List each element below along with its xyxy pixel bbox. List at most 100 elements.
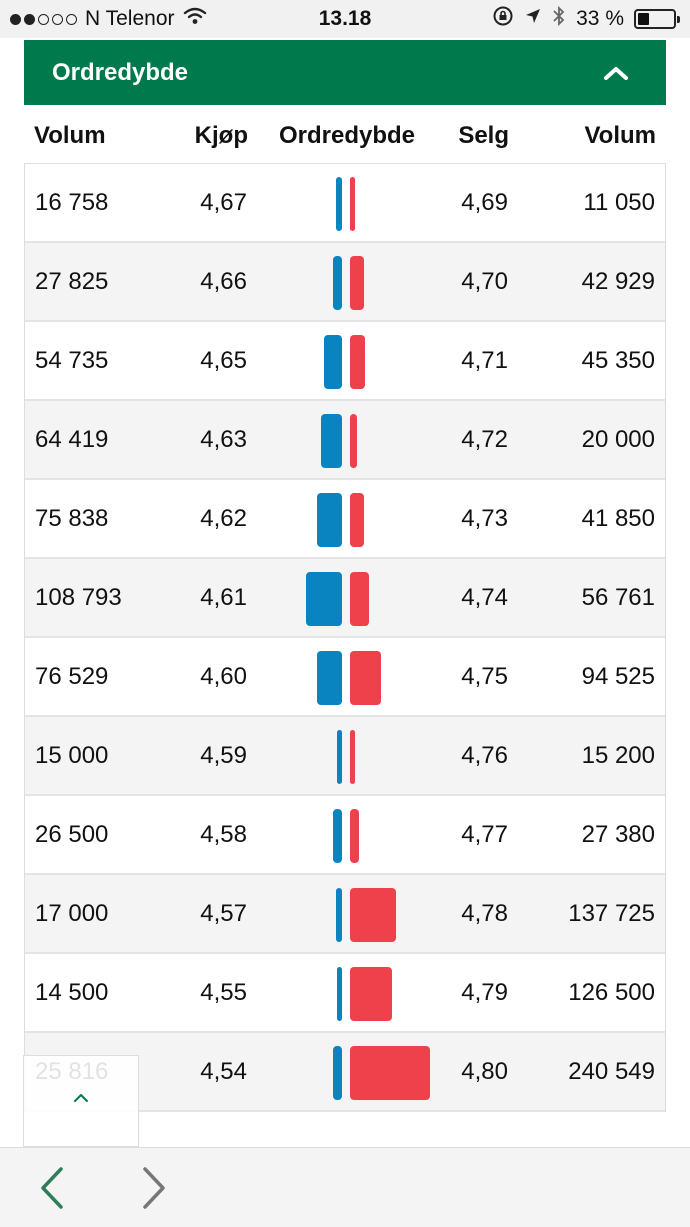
browser-toolbar: [0, 1147, 690, 1227]
ask-price-cell: 4,69: [461, 189, 508, 216]
header-sell-volume: Volum: [584, 122, 656, 149]
header-buy-volume: Volum: [34, 122, 106, 149]
buy-depth-bar: [333, 1046, 342, 1100]
buy-depth-bar: [321, 414, 342, 468]
ask-price-cell: 4,74: [461, 584, 508, 611]
sell-volume-cell: 42 929: [581, 268, 655, 295]
battery-tip: [677, 16, 680, 23]
buy-volume-cell: 108 793: [35, 584, 122, 611]
bid-price-cell: 4,54: [200, 1058, 247, 1085]
bid-price-cell: 4,59: [200, 742, 247, 769]
ask-price-cell: 4,80: [461, 1058, 508, 1085]
buy-volume-cell: 76 529: [35, 663, 109, 690]
bid-price-cell: 4,63: [200, 426, 247, 453]
buy-volume-cell: 17 000: [35, 900, 109, 927]
back-button[interactable]: [30, 1166, 74, 1210]
orderbook-row: 64 419 4,63 4,72 20 000: [25, 401, 665, 480]
orderbook-row: 17 000 4,57 4,78 137 725: [25, 875, 665, 954]
sell-volume-cell: 20 000: [581, 426, 655, 453]
signal-strength-icon: [10, 13, 77, 25]
buy-depth-bar: [324, 335, 342, 389]
header-ask: Selg: [458, 122, 509, 149]
ask-price-cell: 4,77: [461, 821, 508, 848]
sell-volume-cell: 45 350: [581, 347, 655, 374]
sell-volume-cell: 137 725: [568, 900, 655, 927]
bid-price-cell: 4,65: [200, 347, 247, 374]
signal-dot: [10, 13, 21, 25]
bid-price-cell: 4,57: [200, 900, 247, 927]
sell-depth-bar: [350, 414, 357, 468]
bid-price-cell: 4,66: [200, 268, 247, 295]
sell-depth-bar: [350, 335, 365, 389]
orderbook-table: 16 758 4,67 4,69 11 050 27 825 4,66 4,70 42 929…: [24, 163, 666, 1112]
location-icon: [524, 7, 542, 31]
sell-volume-cell: 56 761: [581, 584, 655, 611]
signal-dot: [52, 13, 63, 25]
status-bar: N Telenor 13.18 33 %: [0, 0, 690, 38]
orderbook-panel-header[interactable]: Ordredybde: [24, 40, 666, 105]
scroll-to-top-button[interactable]: [23, 1055, 139, 1147]
orderbook-row: 15 000 4,59 4,76 15 200: [25, 717, 665, 796]
sell-depth-bar: [350, 967, 392, 1021]
panel-title: Ordredybde: [52, 58, 189, 86]
buy-depth-bar: [306, 572, 342, 626]
bid-price-cell: 4,67: [200, 189, 247, 216]
ask-price-cell: 4,75: [461, 663, 508, 690]
buy-volume-cell: 54 735: [35, 347, 109, 374]
chevron-up-icon: [74, 1094, 88, 1102]
bid-price-cell: 4,55: [200, 979, 247, 1006]
orderbook-row: 76 529 4,60 4,75 94 525: [25, 638, 665, 717]
sell-volume-cell: 41 850: [581, 505, 655, 532]
buy-volume-cell: 14 500: [35, 979, 109, 1006]
orderbook-row: 108 793 4,61 4,74 56 761: [25, 559, 665, 638]
status-right: 33 %: [492, 0, 680, 38]
sell-depth-bar: [350, 572, 369, 626]
sell-volume-cell: 27 380: [581, 821, 655, 848]
battery-percent: 33 %: [576, 7, 624, 30]
bid-price-cell: 4,58: [200, 821, 247, 848]
sell-depth-bar: [350, 256, 364, 310]
carrier-name: N Telenor: [85, 7, 175, 30]
column-headers: Volum Kjøp Ordredybde Selg Volum: [24, 110, 666, 164]
sell-volume-cell: 11 050: [583, 189, 655, 216]
rotation-lock-icon: [492, 5, 514, 33]
orderbook-row: 54 735 4,65 4,71 45 350: [25, 322, 665, 401]
sell-volume-cell: 15 200: [581, 742, 655, 769]
battery-level: [638, 13, 649, 25]
buy-volume-cell: 16 758: [35, 189, 109, 216]
chevron-left-icon: [41, 1167, 63, 1209]
wifi-icon: [183, 7, 207, 31]
signal-dot: [38, 13, 49, 25]
orderbook-row: 75 838 4,62 4,73 41 850: [25, 480, 665, 559]
collapse-button[interactable]: [596, 53, 636, 93]
buy-volume-cell: 27 825: [35, 268, 109, 295]
buy-depth-bar: [317, 493, 342, 547]
ask-price-cell: 4,71: [461, 347, 508, 374]
forward-button[interactable]: [132, 1166, 176, 1210]
bid-price-cell: 4,62: [200, 505, 247, 532]
sell-depth-bar: [350, 888, 396, 942]
buy-depth-bar: [333, 256, 342, 310]
buy-volume-cell: 15 000: [35, 742, 109, 769]
bid-price-cell: 4,60: [200, 663, 247, 690]
orderbook-row: 27 825 4,66 4,70 42 929: [25, 243, 665, 322]
orderbook-row: 14 500 4,55 4,79 126 500: [25, 954, 665, 1033]
battery-icon: [634, 9, 680, 29]
chevron-right-icon: [143, 1167, 165, 1209]
buy-volume-cell: 26 500: [35, 821, 109, 848]
sell-depth-bar: [350, 651, 381, 705]
ask-price-cell: 4,72: [461, 426, 508, 453]
status-left: N Telenor: [10, 0, 207, 38]
orderbook-row: 26 500 4,58 4,77 27 380: [25, 796, 665, 875]
buy-volume-cell: 64 419: [35, 426, 109, 453]
ask-price-cell: 4,73: [461, 505, 508, 532]
chevron-up-icon: [604, 66, 628, 80]
status-time: 13.18: [318, 7, 372, 30]
buy-volume-cell: 75 838: [35, 505, 109, 532]
buy-depth-bar: [336, 888, 342, 942]
sell-volume-cell: 94 525: [581, 663, 655, 690]
sell-depth-bar: [350, 809, 359, 863]
signal-dot: [66, 13, 77, 25]
header-depth: Ordredybde: [279, 122, 416, 149]
ask-price-cell: 4,76: [461, 742, 508, 769]
